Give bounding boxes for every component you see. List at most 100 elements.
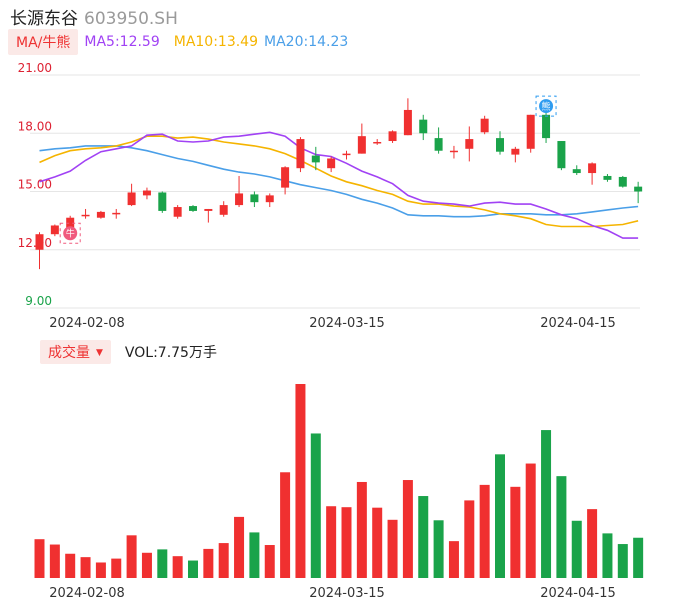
volume-bar xyxy=(111,558,122,578)
volume-legend: 成交量 ▼ VOL:7.75万手 xyxy=(40,340,217,364)
volume-date-axis: 2024-02-08 2024-03-15 2024-04-15 xyxy=(49,586,616,601)
volume-bar xyxy=(571,520,582,578)
volume-bar xyxy=(310,433,321,578)
volume-bars xyxy=(34,384,644,578)
stock-code: 603950.SH xyxy=(84,9,178,29)
candlestick xyxy=(388,130,397,143)
moving-average-lines xyxy=(39,131,639,239)
volume-bar xyxy=(157,549,168,578)
candle-body xyxy=(311,155,320,163)
candlestick xyxy=(572,165,581,175)
candle-body xyxy=(603,175,612,180)
volume-bar xyxy=(203,548,214,578)
bull-marker-icon: 牛 xyxy=(59,222,81,244)
volume-bar xyxy=(510,486,521,578)
ma10-line xyxy=(39,135,639,228)
volume-indicator-label: 成交量 xyxy=(48,345,90,361)
candle-body xyxy=(50,225,59,235)
marker-frame xyxy=(535,95,557,117)
candle-body xyxy=(542,114,551,139)
candle-body xyxy=(142,190,151,196)
volume-bar xyxy=(341,507,352,578)
candlesticks xyxy=(35,98,643,270)
candlestick xyxy=(588,162,597,185)
price-tick-label: 21.00 xyxy=(18,61,52,75)
volume-bar xyxy=(633,537,644,578)
ma-legend: MA/牛熊 MA5:12.59 MA10:13.49 MA20:14.23 xyxy=(8,29,348,55)
candle-body xyxy=(327,158,336,169)
candlestick xyxy=(35,232,44,270)
marker-dot xyxy=(539,99,554,114)
candle-body xyxy=(158,192,167,211)
volume-bar xyxy=(418,496,429,578)
volume-date-label: 2024-02-08 xyxy=(49,586,125,601)
candlestick xyxy=(81,208,90,219)
bear-marker-icon: 熊 xyxy=(535,95,557,117)
ma5-line xyxy=(39,131,639,239)
candlestick xyxy=(603,174,612,182)
price-date-label: 2024-02-08 xyxy=(49,316,125,331)
price-tick-label: 9.00 xyxy=(25,294,52,308)
candle-body xyxy=(511,148,520,155)
ma-bull-bear-toggle[interactable]: MA/牛熊 xyxy=(8,29,79,55)
volume-value: VOL:7.75万手 xyxy=(124,345,217,361)
stock-name: 长源东谷 xyxy=(10,9,78,29)
volume-bar xyxy=(188,560,198,578)
candlestick xyxy=(542,109,551,143)
candle-body xyxy=(219,205,228,215)
candle-body xyxy=(434,138,443,151)
candle-body xyxy=(449,150,458,153)
stock-title: 长源东谷 603950.SH xyxy=(10,4,178,29)
ma5-value: MA5:12.59 xyxy=(84,34,160,50)
volume-bar xyxy=(141,552,152,578)
volume-bar xyxy=(34,539,45,578)
candle-body xyxy=(465,139,474,149)
candle-body xyxy=(588,163,597,174)
candlestick xyxy=(634,181,643,204)
volume-bar xyxy=(525,463,536,578)
candlestick xyxy=(419,114,428,141)
volume-bar xyxy=(387,519,398,578)
candlestick xyxy=(327,156,336,173)
volume-date-label: 2024-03-15 xyxy=(309,586,385,601)
candlestick xyxy=(511,146,520,163)
volume-indicator-dropdown[interactable]: 成交量 ▼ xyxy=(40,340,111,364)
candle-body xyxy=(250,194,259,203)
candlestick xyxy=(449,145,458,159)
volume-bar xyxy=(264,545,275,578)
candle-body xyxy=(480,118,489,133)
candle-body xyxy=(496,138,504,152)
candlestick xyxy=(142,187,151,200)
candle-body xyxy=(265,195,274,203)
candle-body xyxy=(81,214,90,217)
marker-label: 熊 xyxy=(542,101,551,113)
candle-body xyxy=(281,167,290,188)
candlestick xyxy=(50,224,59,237)
candle-body xyxy=(634,186,643,192)
volume-bar xyxy=(433,520,444,578)
candle-body xyxy=(296,139,305,169)
volume-bar xyxy=(126,535,137,578)
candle-body xyxy=(204,208,213,211)
volume-bar xyxy=(356,481,367,578)
candle-body xyxy=(173,207,182,217)
ma20-line xyxy=(39,145,639,218)
price-date-axis: 2024-02-08 2024-03-15 2024-04-15 xyxy=(49,316,616,331)
volume-bar xyxy=(556,476,567,578)
volume-bar xyxy=(172,556,183,578)
volume-bar xyxy=(80,557,91,578)
candle-body xyxy=(66,217,75,229)
price-date-label: 2024-04-15 xyxy=(540,316,616,331)
marker-dot xyxy=(63,226,78,241)
candlestick xyxy=(127,183,136,207)
candlestick xyxy=(557,141,566,171)
candle-body xyxy=(35,234,44,250)
candlestick xyxy=(403,98,412,136)
candlestick xyxy=(357,123,366,154)
volume-bar xyxy=(326,506,337,578)
candlestick xyxy=(250,191,259,208)
volume-bar xyxy=(402,480,413,578)
candlestick xyxy=(618,175,627,188)
